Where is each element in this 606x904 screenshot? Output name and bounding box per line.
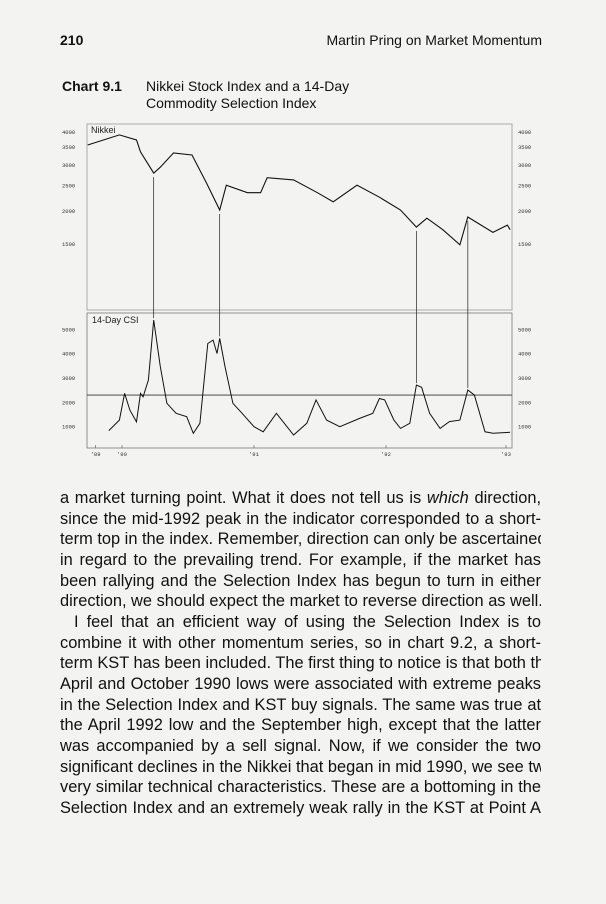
running-title: Martin Pring on Market Momentum [326, 32, 542, 48]
text-run: direction, [468, 489, 541, 507]
text-run: combine it with other momentum series, s… [60, 633, 541, 652]
x-tick-label: '90 [117, 451, 127, 458]
text-run: I feel that an efficient way of using th… [74, 612, 541, 631]
y-tick-label-right: 3500 [518, 144, 531, 151]
y-tick-label-right: 2500 [518, 183, 531, 190]
y-tick-label-right: 3000 [518, 162, 531, 169]
text-run: in the Selection Index and KST buy signa… [60, 695, 541, 714]
nikkei-series-line [87, 134, 511, 246]
y-tick-label-left: 4000 [62, 351, 75, 358]
csi-panel-frame [86, 312, 513, 449]
text-run: the April 1992 low and the September hig… [60, 716, 541, 735]
y-tick-label-left: 5000 [62, 326, 75, 333]
text-run: since the mid-1992 peak in the indicator… [60, 509, 541, 528]
text-line: a market turning point. What it does not… [60, 488, 541, 509]
y-tick-label-left: 2000 [62, 208, 75, 215]
y-tick-label-left: 2000 [62, 399, 75, 406]
y-tick-label-left: 1500 [62, 241, 75, 248]
y-tick-label-right: 2000 [518, 208, 531, 215]
page-number: 210 [60, 32, 84, 48]
text-run: term KST has been included. The first th… [60, 654, 541, 673]
csi-label: 14-Day CSI [92, 315, 139, 325]
x-tick-label: '92 [381, 451, 391, 458]
text-line: term top in the index. Remember, directi… [60, 529, 541, 550]
nikkei-panel-frame [86, 123, 513, 311]
text-run: Selection Index and an extremely weak ra… [60, 798, 541, 817]
y-tick-label-left: 3000 [62, 375, 75, 382]
text-run: direction, we should expect the market t… [60, 592, 541, 611]
y-tick-label-right: 1000 [518, 424, 531, 431]
text-line: the April 1992 low and the September hig… [60, 715, 541, 736]
text-line: since the mid-1992 peak in the indicator… [60, 509, 541, 530]
y-tick-label-left: 1000 [62, 424, 75, 431]
nikkei-label: Nikkei [91, 125, 116, 135]
text-run: April and October 1990 lows were associa… [60, 674, 541, 693]
caption-line-2: Commodity Selection Index [146, 95, 317, 111]
x-tick-label: '89 [91, 451, 101, 458]
text-line: in regard to the prevailing trend. For e… [60, 550, 541, 571]
y-tick-label-right: 2000 [518, 399, 531, 406]
y-tick-label-right: 4000 [518, 351, 531, 358]
csi-series-line [108, 320, 511, 436]
text-line: Selection Index and an extremely weak ra… [60, 798, 541, 819]
text-run: in regard to the prevailing trend. For e… [60, 550, 541, 569]
text-run: was accompanied by a sell signal. Now, i… [60, 736, 541, 755]
y-tick-label-left: 4000 [62, 129, 75, 136]
text-line: was accompanied by a sell signal. Now, i… [60, 736, 541, 757]
text-run: significant declines in the Nikkei that … [60, 757, 541, 776]
caption-line-1: Nikkei Stock Index and a 14-Day [146, 78, 350, 94]
body-text: a market turning point. What it does not… [60, 488, 541, 819]
y-tick-label-right: 4000 [518, 129, 531, 136]
text-line: direction, we should expect the market t… [60, 591, 541, 612]
x-tick-label: '91 [249, 451, 260, 458]
chart-caption-title: Nikkei Stock Index and a 14-Day Commodit… [146, 78, 446, 112]
x-tick-label: '93 [501, 451, 511, 458]
text-run: been rallying and the Selection Index ha… [60, 571, 541, 590]
y-tick-label-left: 3000 [62, 162, 75, 169]
chart-9-1: Nikkei 4000 4000 3500 3500 3000 3000 2500 2500 20… [62, 123, 531, 458]
y-tick-label-right: 3000 [518, 375, 531, 382]
text-line: April and October 1990 lows were associa… [60, 674, 541, 695]
text-run: a market turning point. What it does not… [60, 489, 427, 507]
text-run: very similar technical characteristics. … [60, 778, 541, 797]
y-tick-label-right: 1500 [518, 241, 531, 248]
y-tick-label-left: 2500 [62, 183, 75, 190]
text-line: significant declines in the Nikkei that … [60, 757, 541, 778]
y-tick-label-left: 3500 [62, 144, 75, 151]
italic-word: which [426, 489, 469, 507]
text-line: in the Selection Index and KST buy signa… [60, 695, 541, 716]
text-line: I feel that an efficient way of using th… [60, 612, 541, 633]
text-run: term top in the index. Remember, directi… [60, 530, 541, 549]
text-line: term KST has been included. The first th… [60, 653, 541, 674]
text-line: been rallying and the Selection Index ha… [60, 571, 541, 592]
y-tick-label-right: 5000 [518, 326, 531, 333]
chart-caption-label: Chart 9.1 [62, 78, 122, 94]
text-line: combine it with other momentum series, s… [60, 633, 541, 654]
text-line: very similar technical characteristics. … [60, 777, 541, 798]
